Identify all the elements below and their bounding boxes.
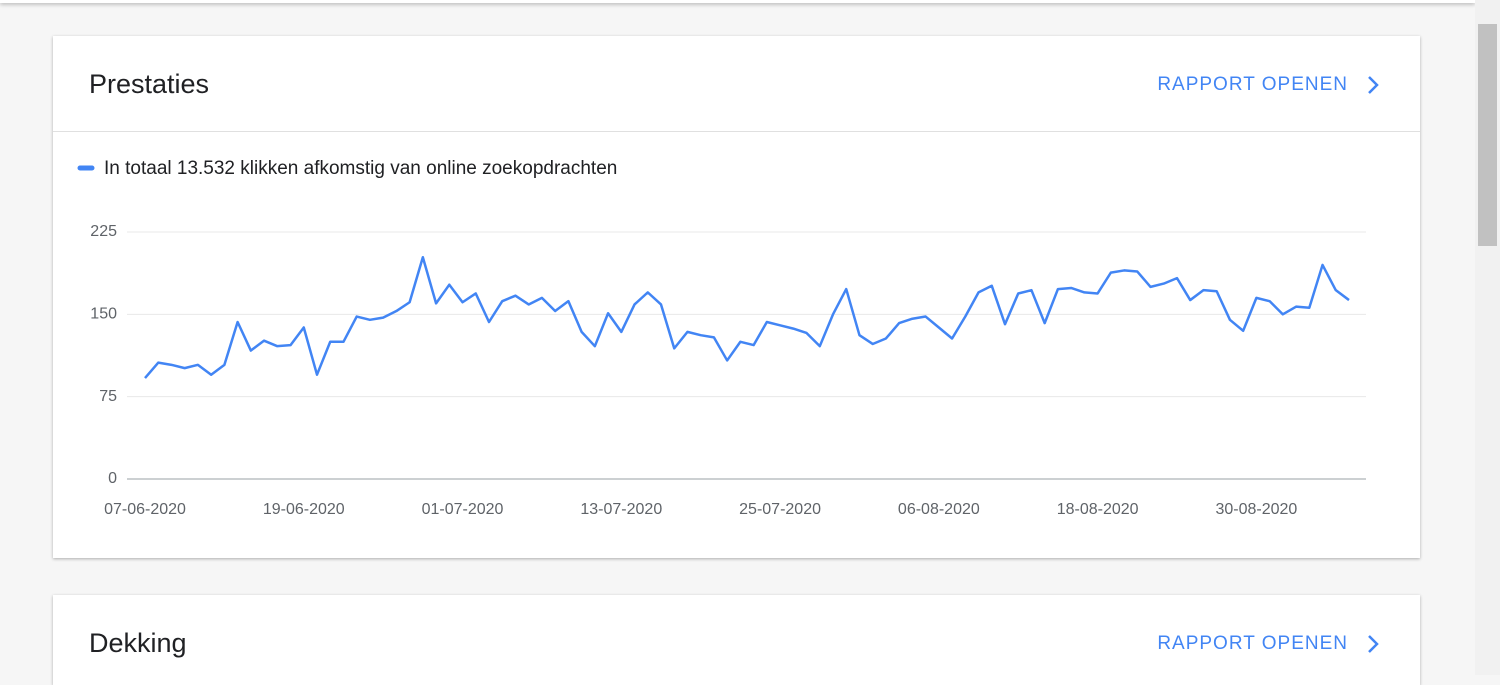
chevron-icon[interactable]: [1366, 75, 1380, 95]
x-tick-label: 13-07-2020: [580, 501, 662, 518]
x-tick-label: 01-07-2020: [422, 501, 504, 518]
x-tick-label: 06-08-2020: [898, 501, 980, 518]
x-tick-label: 07-06-2020: [104, 501, 186, 518]
card: Prestaties RAPPORT OPENEN In totaal 13.5…: [53, 36, 1420, 558]
divider: [53, 131, 1420, 132]
x-tick-label: 19-06-2020: [263, 501, 345, 518]
y-tick-label: 75: [99, 388, 117, 405]
chart: In totaal 13.532 klikken afkomstig van o…: [77, 158, 1366, 518]
card-title: Prestaties: [89, 69, 210, 99]
top-bar: [0, 0, 1475, 3]
x-tick-label: 25-07-2020: [739, 501, 821, 518]
legend-label: In totaal 13.532 klikken afkomstig van o…: [104, 158, 617, 179]
x-tick-label: 18-08-2020: [1057, 501, 1139, 518]
y-tick-label: 225: [90, 223, 117, 240]
y-tick-label: 150: [90, 306, 117, 323]
open-report[interactable]: RAPPORT OPENEN: [1157, 633, 1348, 654]
open-report[interactable]: RAPPORT OPENEN: [1157, 74, 1348, 95]
card: Dekking RAPPORT OPENEN: [53, 595, 1420, 685]
data-line: [144, 255, 1350, 379]
x-tick-label: 30-08-2020: [1215, 501, 1297, 518]
chevron-icon[interactable]: [1366, 634, 1380, 654]
scroll-thumb[interactable]: [1478, 24, 1497, 246]
card-title: Dekking: [89, 628, 187, 658]
y-tick-label: 0: [108, 470, 117, 487]
scrollbar[interactable]: [1475, 0, 1500, 675]
